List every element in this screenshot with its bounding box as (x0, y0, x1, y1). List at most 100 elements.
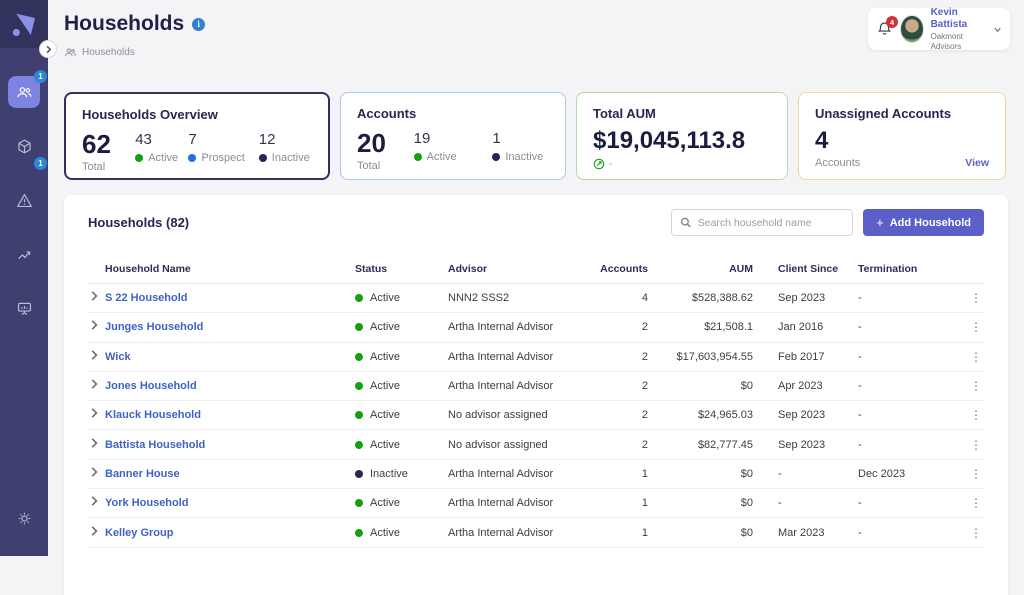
table-row[interactable]: York Household Active Artha Internal Adv… (88, 489, 984, 519)
table-row[interactable]: Kelley Group Active Artha Internal Advis… (88, 518, 984, 548)
advisor-cell: NNN2 SSS2 (448, 292, 510, 305)
table-header-row: Household Name Status Advisor Accounts A… (88, 254, 984, 284)
sidebar-item-alerts[interactable] (8, 184, 40, 216)
table-row[interactable]: Battista Household Active No advisor ass… (88, 430, 984, 460)
card-accounts[interactable]: Accounts 20 Total 19 Active 1 Inactive (340, 92, 566, 180)
row-menu-button[interactable]: ⋮ (970, 525, 982, 540)
termination-cell: - (858, 497, 862, 510)
table-row[interactable]: Junges Household Active Artha Internal A… (88, 313, 984, 343)
user-name: Kevin Battista (930, 6, 968, 31)
row-menu-button[interactable]: ⋮ (970, 349, 982, 364)
aum-cell: $0 (740, 497, 753, 510)
card-total-aum[interactable]: Total AUM $19,045,113.8 - (576, 92, 788, 180)
household-name-link[interactable]: Wick (105, 350, 131, 363)
user-menu[interactable]: 4 Kevin Battista Oakmont Advisors (868, 6, 1010, 51)
aum-cell: $82,777.45 (697, 438, 753, 451)
card-unassigned-accounts[interactable]: Unassigned Accounts 4 Accounts View (798, 92, 1006, 180)
household-name-link[interactable]: Battista Household (105, 438, 206, 451)
view-link[interactable]: View (965, 157, 989, 169)
breadcrumb: Households (64, 46, 135, 59)
total-aum-value: $19,045,113.8 (593, 127, 746, 154)
row-menu-button[interactable]: ⋮ (970, 408, 982, 423)
status-label: Active (370, 380, 400, 393)
card-title: Households Overview (82, 107, 218, 122)
sidebar-item-households[interactable]: 1 (8, 70, 47, 108)
row-menu-button[interactable]: ⋮ (970, 320, 982, 335)
search-input[interactable] (697, 216, 845, 229)
sidebar-item-analytics[interactable] (8, 238, 40, 270)
households-badge: 1 (34, 70, 47, 83)
trend-up-icon (593, 158, 605, 170)
row-menu-button[interactable]: ⋮ (970, 466, 982, 481)
client-since-cell: - (778, 467, 782, 480)
row-expand-chevron[interactable] (88, 318, 105, 336)
add-household-button[interactable]: + Add Household (863, 209, 984, 236)
table-row[interactable]: S 22 Household Active NNN2 SSS2 4 $528,3… (88, 284, 984, 314)
row-expand-chevron[interactable] (88, 406, 105, 424)
table-body: S 22 Household Active NNN2 SSS2 4 $528,3… (88, 284, 984, 548)
row-expand-chevron[interactable] (88, 465, 105, 483)
status-dot (355, 440, 363, 449)
row-expand-chevron[interactable] (88, 348, 105, 366)
client-since-cell: Mar 2023 (778, 526, 825, 539)
avatar (900, 15, 924, 43)
table-row[interactable]: Wick Active Artha Internal Advisor 2 $17… (88, 343, 984, 372)
status-dot (413, 153, 422, 161)
col-status: Status (355, 262, 388, 275)
termination-cell: - (858, 321, 862, 334)
household-name-link[interactable]: Banner House (105, 467, 180, 480)
status-label: Active (370, 438, 400, 451)
aum-cell: $21,508.1 (704, 321, 753, 334)
sidebar-item-reports[interactable] (8, 292, 40, 324)
aum-cell: $0 (740, 380, 753, 393)
aum-cell: $0 (740, 526, 753, 539)
household-name-link[interactable]: Junges Household (105, 321, 204, 334)
col-aum: AUM (729, 262, 753, 275)
household-name-link[interactable]: Jones Household (105, 380, 197, 393)
info-icon[interactable]: i (192, 17, 206, 31)
stat-inactive: 1 Inactive (492, 130, 544, 163)
household-name-link[interactable]: S 22 Household (105, 292, 188, 305)
status-label: Active (370, 497, 400, 510)
aum-cell: $17,603,954.55 (676, 350, 753, 363)
row-expand-chevron[interactable] (88, 524, 105, 542)
household-name-link[interactable]: Kelley Group (105, 526, 174, 539)
client-since-cell: Jan 2016 (778, 321, 824, 334)
row-menu-button[interactable]: ⋮ (970, 437, 982, 452)
notifications-button[interactable]: 4 (876, 16, 898, 38)
row-menu-button[interactable]: ⋮ (970, 291, 982, 306)
card-title: Accounts (357, 106, 417, 121)
user-org: Oakmont Advisors (930, 31, 964, 51)
client-since-cell: Sep 2023 (778, 292, 826, 305)
chevron-right-icon (46, 45, 51, 53)
row-expand-chevron[interactable] (88, 494, 105, 512)
table-row[interactable]: Jones Household Active Artha Internal Ad… (88, 372, 984, 402)
col-accounts: Accounts (600, 262, 648, 275)
accounts-cell: 1 (641, 497, 648, 510)
household-name-link[interactable]: Klauck Household (105, 409, 201, 422)
table-row[interactable]: Banner House Inactive Artha Internal Adv… (88, 460, 984, 490)
sidebar-item-settings[interactable] (8, 502, 40, 534)
breadcrumb-people-icon (65, 48, 76, 57)
table-title: Households (82) (88, 215, 190, 230)
households-table-card: Households (82) + Add Household Househol… (64, 195, 1008, 595)
termination-cell: - (858, 438, 862, 451)
sidebar-item-accounts[interactable]: 1 (8, 130, 47, 170)
card-households-overview[interactable]: Households Overview 62 Total 43 Active 7… (64, 92, 330, 180)
people-icon (17, 86, 31, 97)
table-row[interactable]: Klauck Household Active No advisor assig… (88, 401, 984, 431)
row-menu-button[interactable]: ⋮ (970, 379, 982, 394)
sidebar-collapse-toggle[interactable] (39, 40, 57, 58)
accounts-cell: 2 (641, 380, 648, 393)
status-label: Active (370, 409, 400, 422)
overview-cards: Households Overview 62 Total 43 Active 7… (64, 92, 1008, 180)
row-expand-chevron[interactable] (88, 289, 105, 307)
household-name-link[interactable]: York Household (105, 497, 189, 510)
col-household-name: Household Name (105, 262, 191, 275)
row-expand-chevron[interactable] (88, 436, 105, 454)
client-since-cell: Feb 2017 (778, 350, 825, 363)
row-expand-chevron[interactable] (88, 377, 105, 395)
stat-active: 19 Active (413, 130, 457, 163)
row-menu-button[interactable]: ⋮ (970, 496, 982, 511)
chevron-right-icon (91, 379, 98, 389)
